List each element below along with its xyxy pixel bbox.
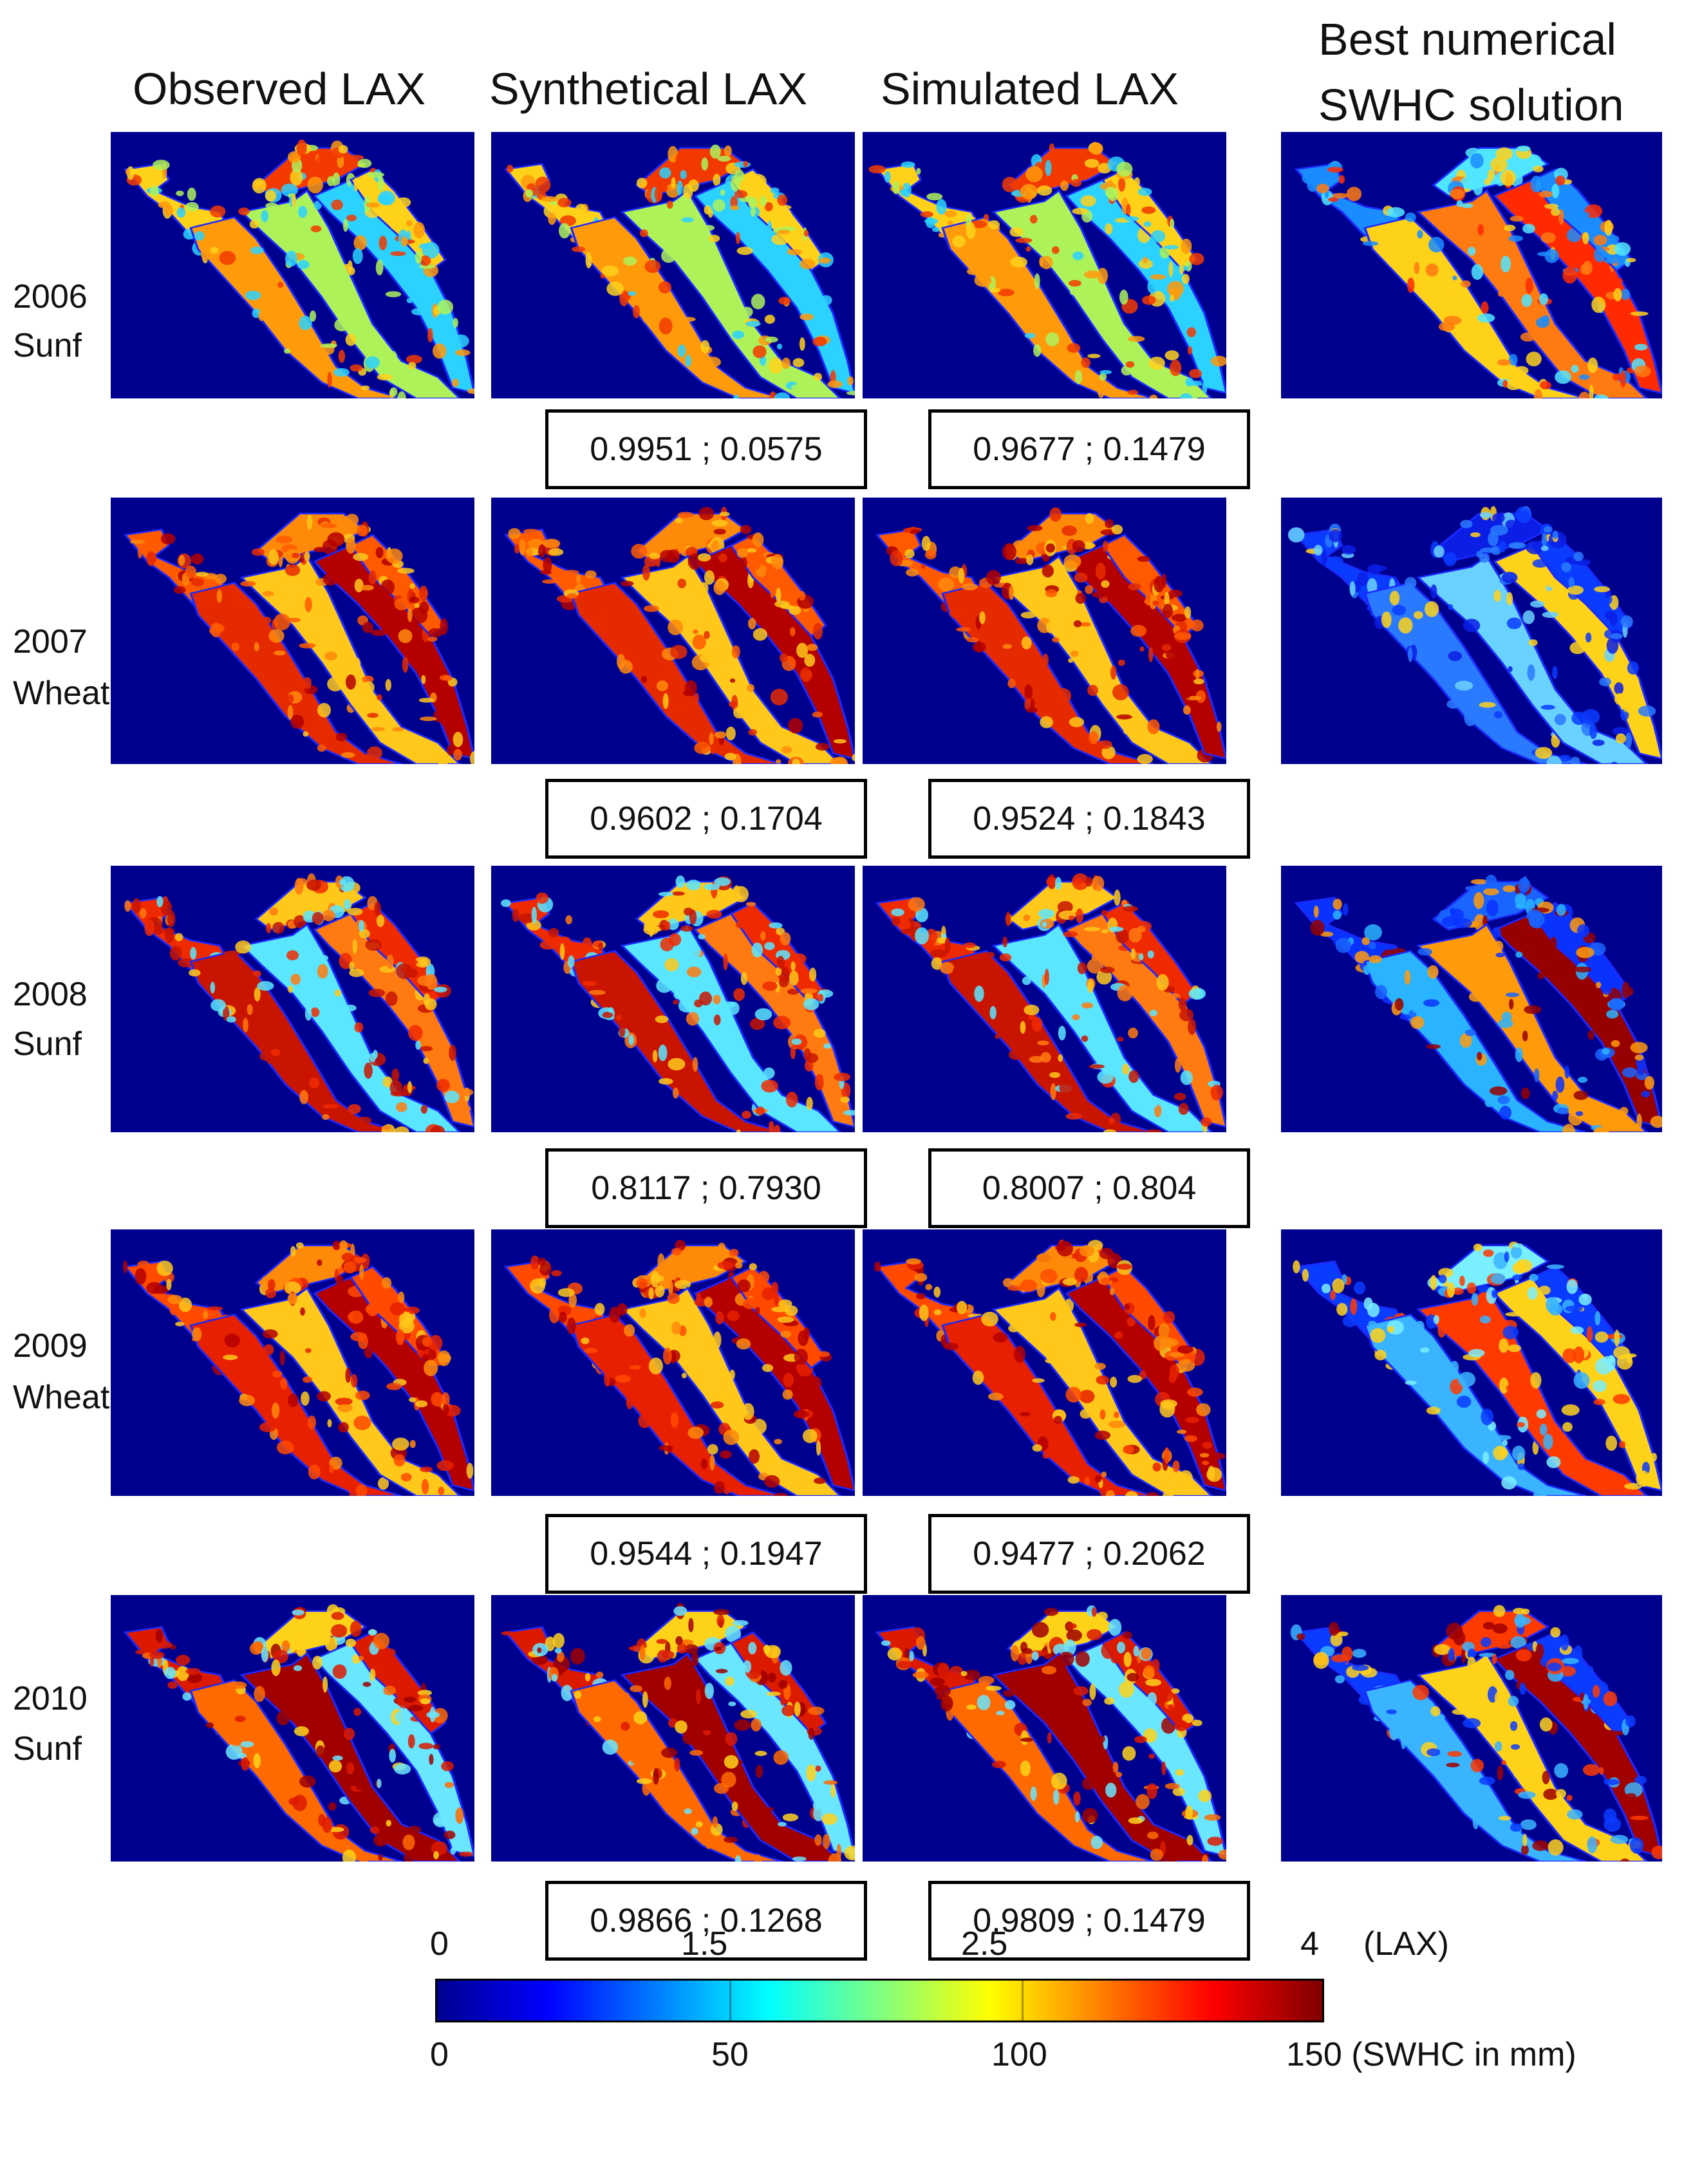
map-observed-lax-2010	[111, 1595, 474, 1862]
map-observed-lax-2007	[111, 498, 474, 764]
row-year-2006: 2006	[13, 278, 88, 315]
swhc-tick-100: 100	[991, 2036, 1047, 2073]
colorbar-tick-mark-1-5	[729, 1981, 731, 2021]
header-synthetical-lax: Synthetical LAX	[489, 64, 808, 114]
colorbar-tick-mark-2-5	[1021, 1981, 1024, 2021]
row-crop-2009: Wheat	[13, 1379, 110, 1416]
map-swhc-solution-2010	[1281, 1595, 1662, 1862]
map-swhc-solution-2007	[1281, 498, 1662, 764]
metric-box-simulated-2010: 0.9809 ; 0.1479	[928, 1881, 1250, 1961]
map-synthetical-lax-2007	[491, 498, 855, 764]
swhc-end-label: 150 (SWHC in mm)	[1286, 2036, 1576, 2073]
map-synthetical-lax-2006	[491, 132, 855, 398]
lax-tick-1-5: 1.5	[681, 1925, 728, 1963]
header-swhc-line2: SWHC solution	[1318, 80, 1624, 130]
metric-box-synthetical-2010: 0.9866 ; 0.1268	[545, 1881, 867, 1961]
swhc-tick-0: 0	[430, 2036, 449, 2073]
metric-box-synthetical-2009: 0.9544 ; 0.1947	[545, 1514, 867, 1594]
row-year-2010: 2010	[13, 1680, 88, 1717]
map-simulated-lax-2009	[863, 1229, 1226, 1496]
row-year-2008: 2008	[13, 976, 88, 1013]
map-swhc-solution-2006	[1281, 132, 1662, 398]
map-simulated-lax-2010	[863, 1595, 1226, 1862]
row-year-2009: 2009	[13, 1327, 88, 1365]
map-observed-lax-2006	[111, 132, 474, 398]
metric-box-simulated-2007: 0.9524 ; 0.1843	[928, 779, 1250, 859]
swhc-tick-50: 50	[711, 2036, 749, 2073]
row-year-2007: 2007	[13, 623, 88, 660]
map-simulated-lax-2008	[863, 866, 1226, 1132]
row-crop-2008: Sunf	[13, 1025, 82, 1063]
metric-box-synthetical-2008: 0.8117 ; 0.7930	[545, 1148, 867, 1228]
map-synthetical-lax-2008	[491, 866, 855, 1132]
header-simulated-lax: Simulated LAX	[881, 64, 1179, 114]
map-observed-lax-2008	[111, 866, 474, 1132]
lax-tick-4: 4	[1300, 1925, 1319, 1963]
row-crop-2006: Sunf	[13, 327, 82, 364]
row-crop-2010: Sunf	[13, 1730, 82, 1768]
colorbar	[435, 1979, 1324, 2022]
row-crop-2007: Wheat	[13, 675, 110, 712]
map-synthetical-lax-2010	[491, 1595, 855, 1862]
metric-box-simulated-2006: 0.9677 ; 0.1479	[928, 409, 1250, 489]
map-observed-lax-2009	[111, 1229, 474, 1496]
map-swhc-solution-2009	[1281, 1229, 1662, 1496]
metric-box-synthetical-2007: 0.9602 ; 0.1704	[545, 779, 867, 859]
map-simulated-lax-2007	[863, 498, 1226, 764]
header-swhc-line1: Best numerical	[1318, 14, 1616, 64]
map-simulated-lax-2006	[863, 132, 1226, 398]
metric-box-simulated-2008: 0.8007 ; 0.804	[928, 1148, 1250, 1228]
lax-unit-label: (LAX)	[1363, 1925, 1449, 1963]
metric-box-simulated-2009: 0.9477 ; 0.2062	[928, 1514, 1250, 1594]
map-synthetical-lax-2009	[491, 1229, 855, 1496]
map-swhc-solution-2008	[1281, 866, 1662, 1132]
lax-tick-0: 0	[430, 1925, 449, 1963]
header-observed-lax: Observed LAX	[133, 64, 426, 114]
metric-box-synthetical-2006: 0.9951 ; 0.0575	[545, 409, 867, 489]
lax-tick-2-5: 2.5	[961, 1925, 1008, 1963]
